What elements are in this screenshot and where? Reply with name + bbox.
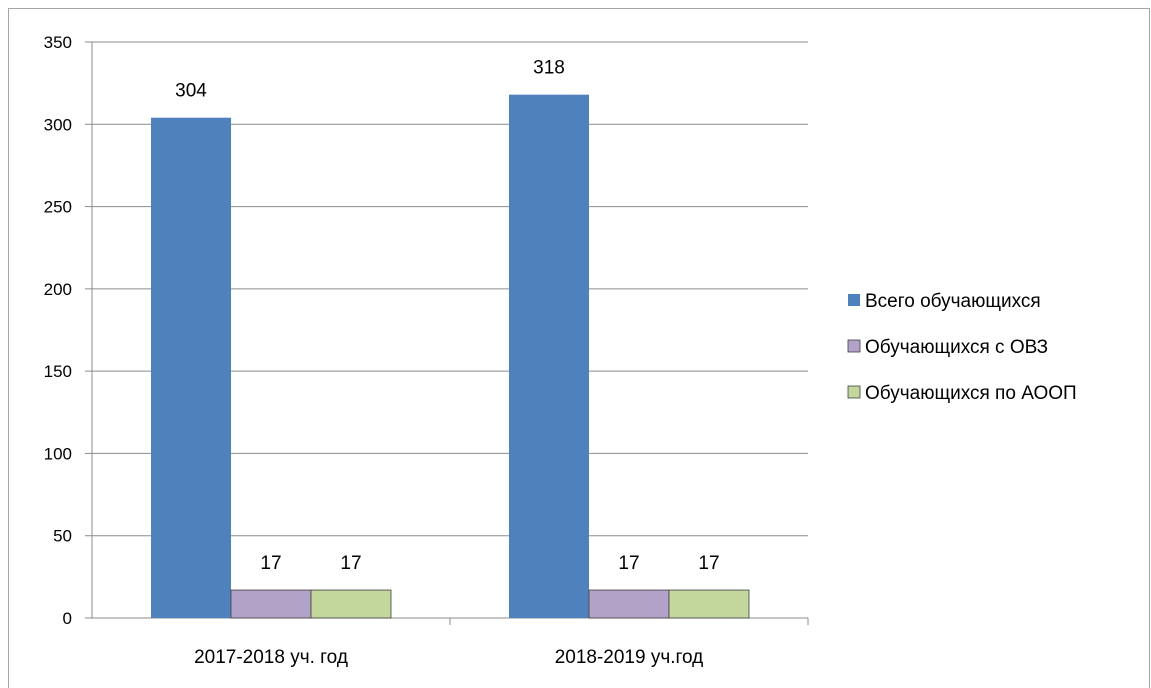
bar [151, 117, 231, 619]
bar [230, 589, 312, 619]
y-tick-label: 0 [63, 609, 72, 628]
bar [310, 589, 392, 619]
chart-frame [8, 8, 1150, 688]
legend-entry: Обучающихся по АООП [865, 383, 1077, 404]
data-labels: 304 17 17 318 17 17 [175, 58, 719, 574]
legend-swatch [848, 294, 860, 306]
legend-entry: Всего обучающихся [865, 291, 1041, 312]
y-tick-label: 250 [44, 198, 72, 217]
legend-swatch [847, 339, 861, 353]
bar [588, 589, 670, 619]
legend-entry: Обучающихся с ОВЗ [865, 337, 1048, 358]
y-tick-label: 300 [44, 115, 72, 134]
data-label: 318 [533, 58, 565, 79]
bar [668, 589, 750, 619]
data-label: 17 [618, 553, 639, 574]
y-tick-label: 200 [44, 280, 72, 299]
data-label: 17 [260, 553, 281, 574]
axes: 0 50 100 150 200 250 300 350 2017-2018 уч. год 20… [44, 33, 809, 668]
y-tick-label: 350 [44, 33, 72, 52]
legend: Всего обучающихся Обучающихся с ОВЗ Обучаю… [847, 291, 1077, 404]
y-tick-label: 50 [53, 527, 72, 546]
bars [151, 94, 750, 619]
data-label: 304 [175, 81, 207, 102]
legend-swatch [847, 385, 861, 399]
x-tick-label: 2017-2018 уч. год [194, 647, 348, 668]
bar [509, 94, 589, 619]
y-tick-label: 150 [44, 362, 72, 381]
x-tick-label: 2018-2019 уч.год [555, 647, 704, 668]
y-tick-label: 100 [44, 444, 72, 463]
data-label: 17 [698, 553, 719, 574]
data-label: 17 [340, 553, 361, 574]
